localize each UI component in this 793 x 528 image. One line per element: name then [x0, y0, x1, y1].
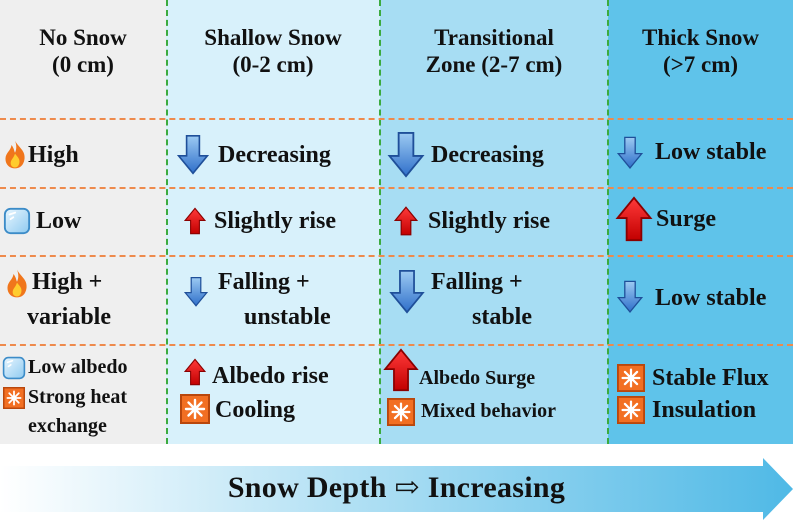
- cell-shallow-row3-line2: unstable: [244, 304, 331, 330]
- header-transitional-zone: Transitional Zone (2-7 cm): [380, 24, 608, 78]
- cell-transitional-row4-line1: Albedo Surge: [419, 367, 536, 389]
- red-up-arrow-icon: [184, 202, 206, 240]
- header-line: Transitional: [434, 25, 554, 50]
- snow-depth-label: Snow Depth ⇨ Increasing: [227, 471, 566, 504]
- red-up-arrow-icon: [184, 354, 206, 390]
- header-line: (0-2 cm): [232, 52, 314, 78]
- header-line: Shallow Snow: [204, 25, 342, 50]
- cell-shallow-row4-line1: Albedo rise: [212, 363, 329, 389]
- cell-thick-row3: Low stable: [655, 285, 767, 311]
- cell-shallow-row2: Slightly rise: [214, 208, 337, 234]
- cell-thick-row1: Low stable: [655, 139, 767, 165]
- header-line: No Snow: [39, 25, 127, 50]
- header-no-snow: No Snow (0 cm): [0, 24, 166, 78]
- row-divider: [0, 118, 793, 120]
- cell-shallow-row3-line1: Falling +: [218, 269, 310, 295]
- cell-shallow-row4-line2: Cooling: [215, 397, 296, 423]
- red-up-arrow-icon: [394, 202, 418, 240]
- sun-burst-icon: [387, 398, 415, 426]
- cell-no-snow-row3-line2: variable: [27, 304, 111, 330]
- cell-no-snow-row4-line2: Strong heat: [28, 386, 128, 408]
- row-divider: [0, 344, 793, 346]
- cell-thick-row4-line1: Stable Flux: [652, 365, 769, 391]
- cell-no-snow-row4-line3: exchange: [28, 415, 107, 437]
- column-transitional-zone: [380, 0, 608, 444]
- blue-down-arrow-icon: [177, 134, 209, 176]
- blue-down-arrow-icon: [387, 270, 427, 314]
- column-divider: [607, 0, 609, 444]
- cell-thick-row2: Surge: [656, 206, 716, 232]
- header-line: Zone (2-7 cm): [425, 52, 563, 78]
- sun-burst-icon: [3, 387, 25, 409]
- blue-down-arrow-icon: [184, 272, 208, 312]
- sun-burst-icon: [180, 394, 210, 424]
- cell-thick-row4-line2: Insulation: [652, 397, 757, 423]
- row-divider: [0, 255, 793, 257]
- column-divider: [379, 0, 381, 444]
- blue-down-arrow-icon: [386, 132, 426, 178]
- row-divider: [0, 187, 793, 189]
- cell-transitional-row3-line2: stable: [472, 304, 532, 330]
- header-line: (0 cm): [52, 52, 114, 78]
- fire-icon: [2, 139, 28, 170]
- header-thick-snow: Thick Snow (>7 cm): [608, 24, 793, 78]
- sun-burst-icon: [617, 396, 645, 424]
- sun-burst-icon: [617, 364, 645, 392]
- cell-no-snow-row1: High: [28, 142, 79, 168]
- snow-depth-arrow: [0, 458, 793, 520]
- ice-cube-icon: [2, 356, 26, 380]
- blue-down-arrow-icon: [617, 132, 643, 174]
- cell-no-snow-row4-line1: Low albedo: [28, 356, 128, 378]
- cell-no-snow-row3-line1: High +: [32, 269, 103, 295]
- red-up-arrow-icon: [383, 348, 419, 392]
- header-line: Thick Snow: [642, 25, 759, 50]
- red-up-arrow-icon: [613, 196, 655, 242]
- cell-transitional-row3-line1: Falling +: [431, 269, 523, 295]
- ice-cube-icon: [3, 207, 31, 235]
- blue-down-arrow-icon: [617, 276, 643, 318]
- cell-shallow-row1: Decreasing: [218, 142, 331, 168]
- column-divider: [166, 0, 168, 444]
- cell-no-snow-row2: Low: [36, 208, 82, 234]
- cell-transitional-row4-line2: Mixed behavior: [421, 400, 556, 422]
- cell-transitional-row2: Slightly rise: [428, 208, 551, 234]
- fire-icon: [4, 268, 30, 299]
- header-shallow-snow: Shallow Snow (0-2 cm): [166, 24, 380, 78]
- cell-transitional-row1: Decreasing: [431, 142, 544, 168]
- header-line: (>7 cm): [662, 52, 739, 78]
